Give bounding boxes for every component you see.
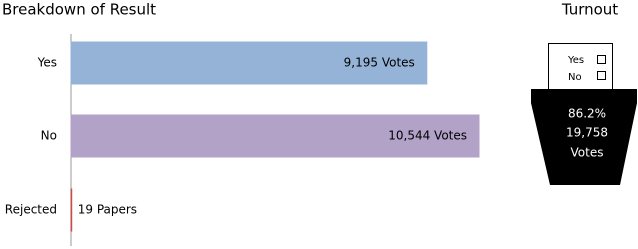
checkbox (597, 71, 606, 80)
turnout-percent: 86.2% (568, 107, 606, 121)
turnout-title: Turnout (561, 1, 618, 19)
chart-title: Breakdown of Result (2, 1, 156, 19)
ballot-option: No (568, 72, 582, 83)
category-label: No (41, 129, 57, 143)
bar (70, 114, 480, 158)
value-label: 9,195 Votes (344, 56, 415, 70)
bar (70, 41, 428, 85)
value-label: 19 Papers (78, 203, 137, 217)
ballot-box (531, 89, 637, 185)
category-label: Yes (37, 56, 57, 70)
value-label: 10,544 Votes (388, 129, 467, 143)
turnout-count: 19,758 (566, 126, 608, 140)
turnout-unit: Votes (571, 146, 604, 160)
checkbox (597, 55, 606, 64)
ballot-option: Yes (567, 55, 584, 66)
category-label: Rejected (5, 203, 57, 217)
bar (70, 188, 73, 232)
